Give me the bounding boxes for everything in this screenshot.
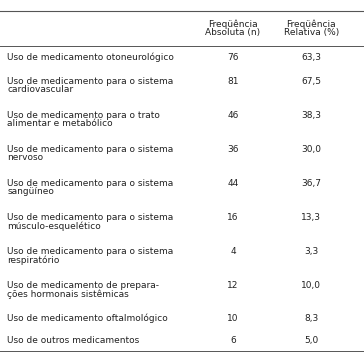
Text: Uso de outros medicamentos: Uso de outros medicamentos (7, 336, 139, 345)
Text: Uso de medicamento de prepara-: Uso de medicamento de prepara- (7, 282, 159, 290)
Text: Freqüência: Freqüência (208, 20, 258, 29)
Text: 6: 6 (230, 336, 236, 345)
Text: 30,0: 30,0 (301, 145, 321, 154)
Text: Uso de medicamento otoneurológico: Uso de medicamento otoneurológico (7, 53, 174, 62)
Text: 12: 12 (227, 282, 239, 290)
Text: 36,7: 36,7 (301, 179, 321, 188)
Text: 63,3: 63,3 (301, 53, 321, 62)
Text: Uso de medicamento para o sistema: Uso de medicamento para o sistema (7, 247, 174, 256)
Text: Relativa (%): Relativa (%) (284, 28, 339, 37)
Text: Uso de medicamento oftalmológico: Uso de medicamento oftalmológico (7, 313, 168, 323)
Text: 3,3: 3,3 (304, 247, 318, 256)
Text: respiratório: respiratório (7, 255, 60, 265)
Text: 16: 16 (227, 213, 239, 222)
Text: 10,0: 10,0 (301, 282, 321, 290)
Text: cardiovascular: cardiovascular (7, 85, 74, 94)
Text: Uso de medicamento para o sistema: Uso de medicamento para o sistema (7, 179, 174, 188)
Text: Freqüência: Freqüência (286, 20, 336, 29)
Text: nervoso: nervoso (7, 153, 43, 162)
Text: 5,0: 5,0 (304, 336, 318, 345)
Text: músculo-esquelético: músculo-esquelético (7, 221, 101, 231)
Text: 44: 44 (228, 179, 238, 188)
Text: 76: 76 (227, 53, 239, 62)
Text: 36: 36 (227, 145, 239, 154)
Text: 13,3: 13,3 (301, 213, 321, 222)
Text: 8,3: 8,3 (304, 313, 318, 323)
Text: Uso de medicamento para o sistema: Uso de medicamento para o sistema (7, 145, 174, 154)
Text: ções hormonais sistêmicas: ções hormonais sistêmicas (7, 289, 129, 299)
Text: Absoluta (n): Absoluta (n) (205, 28, 261, 37)
Text: 67,5: 67,5 (301, 77, 321, 86)
Text: sangüíneo: sangüíneo (7, 187, 54, 196)
Text: 46: 46 (227, 111, 239, 120)
Text: 38,3: 38,3 (301, 111, 321, 120)
Text: 4: 4 (230, 247, 236, 256)
Text: Uso de medicamento para o sistema: Uso de medicamento para o sistema (7, 77, 174, 86)
Text: 81: 81 (227, 77, 239, 86)
Text: 10: 10 (227, 313, 239, 323)
Text: alimentar e metabólico: alimentar e metabólico (7, 119, 113, 129)
Text: Uso de medicamento para o sistema: Uso de medicamento para o sistema (7, 213, 174, 222)
Text: Uso de medicamento para o trato: Uso de medicamento para o trato (7, 111, 160, 120)
